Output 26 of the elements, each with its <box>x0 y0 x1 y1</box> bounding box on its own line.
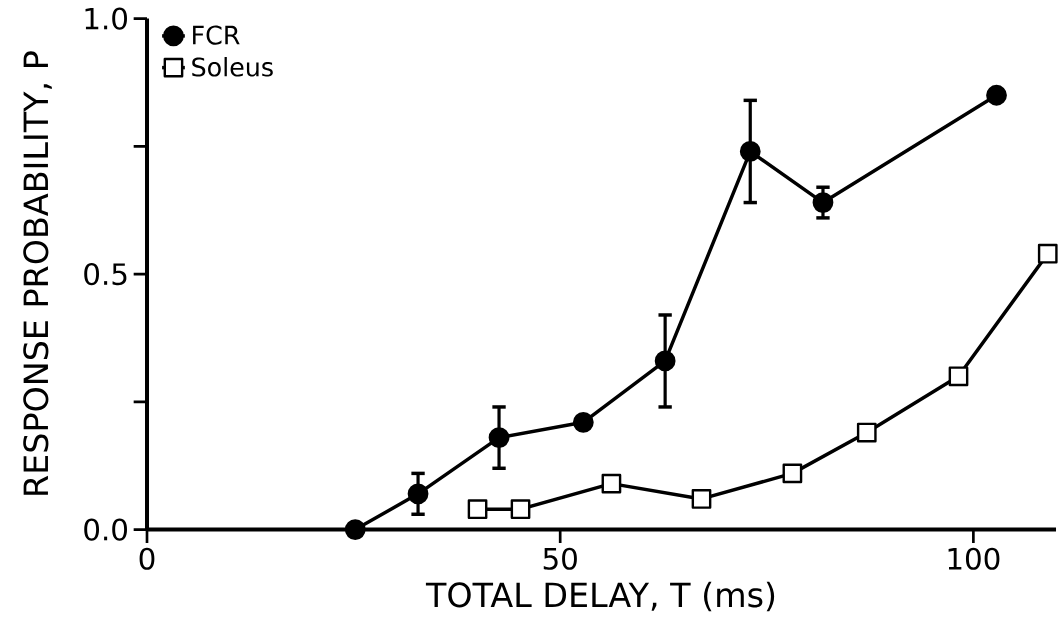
point <box>739 141 761 162</box>
point <box>812 192 834 213</box>
x-axis-title: TOTAL DELAY, T (ms) <box>425 581 775 612</box>
legend-label: Soleus <box>192 57 273 77</box>
legend-label: FCR <box>193 25 240 45</box>
point <box>1037 243 1058 264</box>
y-tick-label: 0.0 <box>84 518 127 541</box>
point <box>344 519 366 541</box>
y-tick-label: 1.0 <box>85 7 127 30</box>
point <box>986 84 1007 106</box>
y-axis-title: RESPONSE PROBABILITY, P <box>23 51 52 495</box>
point <box>691 489 712 509</box>
point <box>488 427 510 449</box>
x-tick-label: 0 <box>139 547 155 570</box>
point <box>948 366 969 387</box>
point <box>407 483 429 505</box>
point <box>782 463 803 484</box>
x-tick-label: 50 <box>543 547 577 570</box>
point <box>467 499 488 520</box>
point <box>654 350 676 372</box>
point <box>572 411 594 433</box>
point <box>510 499 531 520</box>
point <box>856 422 877 443</box>
y-tick-label: 0.5 <box>84 263 127 286</box>
point <box>601 473 622 494</box>
x-tick-label: 100 <box>948 547 1000 570</box>
